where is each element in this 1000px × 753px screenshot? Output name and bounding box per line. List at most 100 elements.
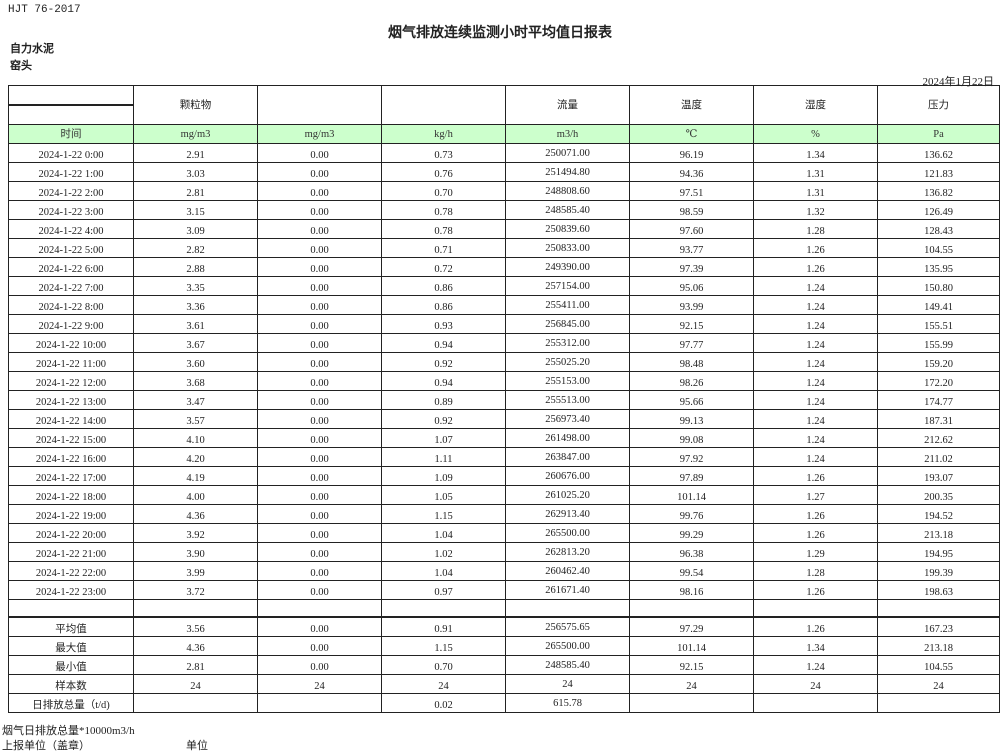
summary-row: 样本数 24 24 24 24 24 24 24 [8, 674, 1000, 694]
table-row-cell: 1.24 [753, 295, 878, 315]
summary-row-cell: 最大值 [8, 636, 134, 656]
table-row-cell: 248585.40 [505, 200, 630, 220]
table-row-cell: 97.92 [629, 447, 754, 467]
table-row-cell: 0.00 [257, 276, 382, 296]
summary-row: 最大值 4.36 0.00 1.15 265500.00 101.14 1.34 213.18 [8, 636, 1000, 656]
summary-row-cell: 101.14 [629, 636, 754, 656]
table-row-cell: 0.00 [257, 200, 382, 220]
table-row-cell: 2.91 [133, 143, 258, 163]
table-row-cell: 1.28 [753, 561, 878, 581]
table-row-cell: 2024-1-22 3:00 [8, 200, 134, 220]
table-row: 2024-1-22 18:00 4.00 0.00 1.05 261025.20 101.… [8, 485, 1000, 505]
table-row: 2024-1-22 22:00 3.99 0.00 1.04 260462.40 99.5… [8, 561, 1000, 581]
table-row-cell: 0.00 [257, 561, 382, 581]
table-row-cell: 4.10 [133, 428, 258, 448]
table-row-cell: 0.00 [257, 181, 382, 201]
table-row-cell: 96.38 [629, 542, 754, 562]
table-row-cell: 251494.80 [505, 162, 630, 182]
summary-row-cell [877, 693, 1000, 713]
column-header-row-cell: 湿度 [753, 85, 878, 125]
table-row-cell: 2.81 [133, 181, 258, 201]
table-row-cell: 1.27 [753, 485, 878, 505]
table-row-cell: 250839.60 [505, 219, 630, 239]
table-row-cell: 2024-1-22 5:00 [8, 238, 134, 258]
column-header-row-cell: 颗粒物 [133, 85, 258, 125]
summary-row-cell: 4.36 [133, 636, 258, 656]
table-row-cell: 1.04 [381, 523, 506, 543]
table-row-cell: 0.00 [257, 580, 382, 600]
table-row-cell: 3.92 [133, 523, 258, 543]
units-row-cell: m3/h [505, 124, 630, 144]
table-row-cell: 126.49 [877, 200, 1000, 220]
table-row-cell: 97.77 [629, 333, 754, 353]
table-row-cell: 262813.20 [505, 542, 630, 562]
table-row-cell: 1.26 [753, 504, 878, 524]
table-row-cell: 2024-1-22 7:00 [8, 276, 134, 296]
table-row-cell: 1.31 [753, 181, 878, 201]
table-row-cell: 155.51 [877, 314, 1000, 334]
summary-row-cell: 213.18 [877, 636, 1000, 656]
summary-row-cell: 24 [505, 674, 630, 694]
summary-row-cell: 24 [381, 674, 506, 694]
table-row: 2024-1-22 2:00 2.81 0.00 0.70 248808.60 97.51… [8, 181, 1000, 201]
table-row: 2024-1-22 3:00 3.15 0.00 0.78 248585.40 98.59… [8, 200, 1000, 220]
summary-row-cell: 样本数 [8, 674, 134, 694]
table-row-cell: 0.00 [257, 314, 382, 334]
table-row-cell: 0.00 [257, 390, 382, 410]
table-row: 2024-1-22 0:00 2.91 0.00 0.73 250071.00 96.19… [8, 143, 1000, 163]
units-row-cell: ℃ [629, 124, 754, 144]
table-row-cell: 150.80 [877, 276, 1000, 296]
table-row-cell: 95.06 [629, 276, 754, 296]
table-row-cell: 2024-1-22 0:00 [8, 143, 134, 163]
table-row-cell: 263847.00 [505, 447, 630, 467]
column-header-row: 颗粒物 流量 温度 湿度 压力 [8, 85, 1000, 125]
summary-row: 平均值 3.56 0.00 0.91 256575.65 97.29 1.26 167.23 [8, 616, 1000, 637]
table-row-cell: 2024-1-22 1:00 [8, 162, 134, 182]
table-row: 2024-1-22 16:00 4.20 0.00 1.11 263847.00 97.9… [8, 447, 1000, 467]
blank-row-cell [381, 599, 506, 618]
table-row-cell: 198.63 [877, 580, 1000, 600]
table-row: 2024-1-22 20:00 3.92 0.00 1.04 265500.00 99.2… [8, 523, 1000, 543]
table-row-cell: 0.00 [257, 485, 382, 505]
table-row-cell: 1.28 [753, 219, 878, 239]
table-row: 2024-1-22 11:00 3.60 0.00 0.92 255025.20 98.4… [8, 352, 1000, 372]
table-row-cell: 136.82 [877, 181, 1000, 201]
table-row-cell: 3.09 [133, 219, 258, 239]
table-row-cell: 1.24 [753, 428, 878, 448]
blank-row-cell [753, 599, 878, 618]
table-row-cell: 2024-1-22 20:00 [8, 523, 134, 543]
table-row-cell: 1.24 [753, 390, 878, 410]
table-row-cell: 98.26 [629, 371, 754, 391]
table-row-cell: 255513.00 [505, 390, 630, 410]
table-row-cell: 2024-1-22 10:00 [8, 333, 134, 353]
summary-row-cell: 256575.65 [505, 616, 630, 637]
summary-row-cell: 0.00 [257, 636, 382, 656]
table-row-cell: 0.71 [381, 238, 506, 258]
summary-row-cell: 日排放总量（t/d) [8, 693, 134, 713]
summary-row-cell: 248585.40 [505, 655, 630, 675]
blank-row-cell [8, 599, 134, 618]
table-row-cell: 194.95 [877, 542, 1000, 562]
summary-row-cell: 1.24 [753, 655, 878, 675]
table-row-cell: 2.82 [133, 238, 258, 258]
summary-row-cell [629, 693, 754, 713]
table-row-cell: 3.90 [133, 542, 258, 562]
table-row-cell: 1.24 [753, 352, 878, 372]
summary-row-cell: 92.15 [629, 655, 754, 675]
table-row-cell: 93.99 [629, 295, 754, 315]
table-row-cell: 1.24 [753, 333, 878, 353]
units-row-cell: 时间 [8, 124, 134, 144]
header-split [9, 87, 133, 124]
table-row-cell: 256973.40 [505, 409, 630, 429]
table-row-cell: 2024-1-22 4:00 [8, 219, 134, 239]
table-row-cell: 0.94 [381, 333, 506, 353]
table-row-cell: 3.03 [133, 162, 258, 182]
table-row-cell: 1.11 [381, 447, 506, 467]
summary-row-cell [753, 693, 878, 713]
table-row: 2024-1-22 10:00 3.67 0.00 0.94 255312.00 97.7… [8, 333, 1000, 353]
table-row-cell: 0.00 [257, 238, 382, 258]
table-row-cell: 2024-1-22 2:00 [8, 181, 134, 201]
column-header-row-cell [257, 85, 382, 125]
table-row-cell: 199.39 [877, 561, 1000, 581]
table-row-cell: 2024-1-22 19:00 [8, 504, 134, 524]
